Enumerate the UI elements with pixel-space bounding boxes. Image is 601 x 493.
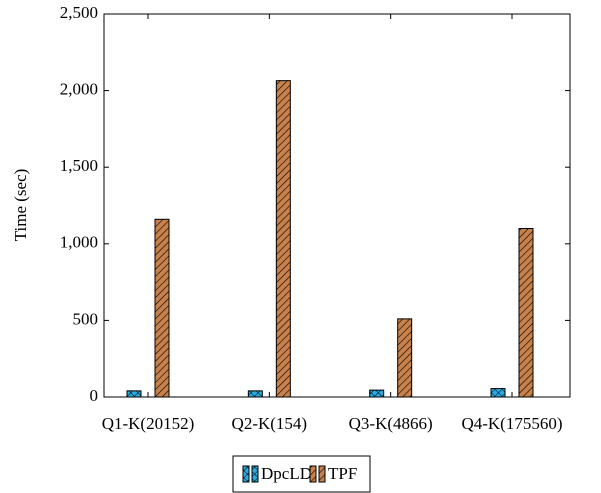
x-tick-label: Q3-K(4866) xyxy=(349,414,433,433)
bar-hatch xyxy=(154,218,170,398)
y-tick-label: 500 xyxy=(73,309,99,328)
y-tick-label: 0 xyxy=(90,386,99,405)
bar-hatch xyxy=(247,390,263,398)
bar-hatch xyxy=(275,80,291,398)
bar-hatch xyxy=(490,388,506,398)
legend-label: TPF xyxy=(328,464,357,483)
y-tick-label: 2,500 xyxy=(60,3,98,22)
x-tick-label: Q1-K(20152) xyxy=(102,414,195,433)
legend-label: DpcLD xyxy=(261,464,312,483)
bar-hatch xyxy=(397,318,413,398)
plot-frame xyxy=(103,13,571,398)
bar-hatch xyxy=(518,227,534,398)
bar-hatch xyxy=(369,389,385,398)
legend-swatch-hatch xyxy=(309,465,317,483)
y-tick-label: 1,000 xyxy=(60,233,98,252)
bar-hatch xyxy=(126,390,142,398)
x-tick-label: Q4-K(175560) xyxy=(461,414,562,433)
legend-swatch-hatch xyxy=(251,465,259,483)
x-tick-label: Q2-K(154) xyxy=(232,414,308,433)
legend-swatch-hatch xyxy=(242,465,250,483)
y-tick-label: 2,000 xyxy=(60,80,98,99)
legend-swatch-hatch xyxy=(318,465,326,483)
y-axis-label: Time (sec) xyxy=(11,169,30,242)
y-tick-label: 1,500 xyxy=(60,156,98,175)
